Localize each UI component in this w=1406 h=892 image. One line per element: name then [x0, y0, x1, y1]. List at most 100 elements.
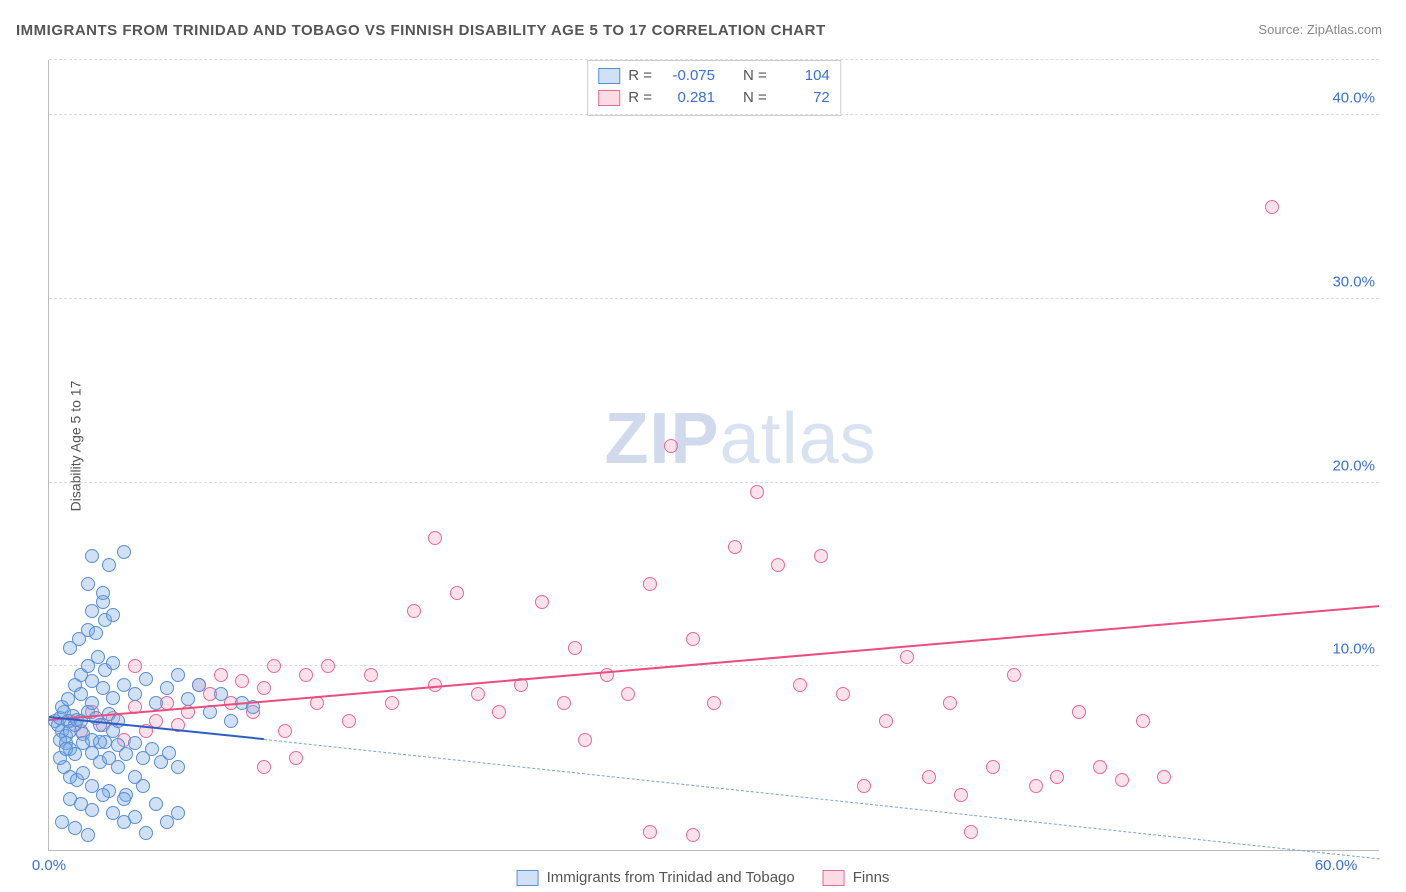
gridline	[49, 59, 1379, 60]
legend-item: Immigrants from Trinidad and Tobago	[517, 869, 795, 886]
data-point-trinidad	[96, 788, 110, 802]
watermark-zip: ZIP	[605, 399, 720, 479]
data-point-finns	[450, 586, 464, 600]
y-tick-label: 10.0%	[1332, 641, 1381, 658]
data-point-trinidad	[128, 687, 142, 701]
data-point-finns	[428, 531, 442, 545]
data-point-finns	[954, 788, 968, 802]
corr-legend-row: R = 0.281 N = 72	[598, 87, 830, 109]
data-point-trinidad	[96, 586, 110, 600]
data-point-trinidad	[171, 760, 185, 774]
legend-label: Finns	[853, 869, 890, 886]
data-point-trinidad	[128, 736, 142, 750]
corr-n-label: N =	[743, 65, 767, 87]
data-point-trinidad	[85, 803, 99, 817]
data-point-finns	[342, 714, 356, 728]
data-point-finns	[321, 659, 335, 673]
data-point-trinidad	[91, 650, 105, 664]
source-label: Source:	[1258, 22, 1303, 37]
plot-area: ZIPatlas R = -0.075 N = 104 R = 0.281 N = 72 10…	[48, 60, 1379, 851]
corr-n-value: 104	[775, 65, 830, 87]
data-point-finns	[686, 828, 700, 842]
corr-r-value: -0.075	[660, 65, 715, 87]
data-point-trinidad	[81, 828, 95, 842]
data-point-trinidad	[85, 549, 99, 563]
gridline	[49, 482, 1379, 483]
legend-label: Immigrants from Trinidad and Tobago	[547, 869, 795, 886]
data-point-trinidad	[145, 742, 159, 756]
data-point-finns	[1136, 714, 1150, 728]
data-point-trinidad	[224, 714, 238, 728]
data-point-finns	[407, 604, 421, 618]
data-point-trinidad	[81, 577, 95, 591]
data-point-finns	[1029, 779, 1043, 793]
data-point-finns	[750, 485, 764, 499]
data-point-trinidad	[111, 714, 125, 728]
data-point-finns	[471, 687, 485, 701]
data-point-trinidad	[106, 691, 120, 705]
gridline	[49, 665, 1379, 666]
y-tick-label: 40.0%	[1332, 90, 1381, 107]
data-point-trinidad	[117, 815, 131, 829]
data-point-finns	[686, 632, 700, 646]
watermark-atlas: atlas	[720, 399, 877, 479]
data-point-trinidad	[214, 687, 228, 701]
data-point-trinidad	[181, 692, 195, 706]
x-tick-label: 60.0%	[1315, 857, 1358, 874]
data-point-trinidad	[160, 681, 174, 695]
legend-swatch-blue	[517, 870, 539, 886]
gridline	[49, 298, 1379, 299]
data-point-finns	[1007, 668, 1021, 682]
data-point-finns	[214, 668, 228, 682]
data-point-trinidad	[102, 558, 116, 572]
data-point-finns	[728, 540, 742, 554]
data-point-finns	[964, 825, 978, 839]
data-point-finns	[664, 439, 678, 453]
data-point-finns	[267, 659, 281, 673]
corr-r-value: 0.281	[660, 87, 715, 109]
data-point-trinidad	[171, 806, 185, 820]
x-tick-label: 0.0%	[32, 857, 66, 874]
data-point-finns	[900, 650, 914, 664]
data-point-trinidad	[117, 792, 131, 806]
data-point-finns	[568, 641, 582, 655]
data-point-finns	[857, 779, 871, 793]
correlation-legend: R = -0.075 N = 104 R = 0.281 N = 72	[587, 60, 841, 116]
corr-r-label: R =	[628, 65, 652, 87]
corr-r-label: R =	[628, 87, 652, 109]
data-point-finns	[771, 558, 785, 572]
data-point-finns	[557, 696, 571, 710]
data-point-finns	[707, 696, 721, 710]
data-point-finns	[879, 714, 893, 728]
data-point-trinidad	[89, 626, 103, 640]
corr-n-value: 72	[775, 87, 830, 109]
gridline	[49, 114, 1379, 115]
legend-swatch-pink	[598, 90, 620, 106]
data-point-finns	[128, 659, 142, 673]
data-point-finns	[922, 770, 936, 784]
data-point-finns	[385, 696, 399, 710]
data-point-trinidad	[117, 545, 131, 559]
data-point-finns	[235, 674, 249, 688]
legend-swatch-pink	[823, 870, 845, 886]
series-legend: Immigrants from Trinidad and Tobago Finns	[517, 869, 890, 886]
data-point-trinidad	[171, 668, 185, 682]
data-point-finns	[643, 577, 657, 591]
data-point-trinidad	[102, 751, 116, 765]
data-point-trinidad	[68, 821, 82, 835]
data-point-finns	[814, 549, 828, 563]
source-attribution: Source: ZipAtlas.com	[1258, 22, 1382, 37]
source-name: ZipAtlas.com	[1307, 22, 1382, 37]
data-point-finns	[578, 733, 592, 747]
corr-n-label: N =	[743, 87, 767, 109]
data-point-trinidad	[149, 696, 163, 710]
data-point-finns	[1072, 705, 1086, 719]
data-point-trinidad	[162, 746, 176, 760]
data-point-finns	[643, 825, 657, 839]
data-point-finns	[492, 705, 506, 719]
data-point-trinidad	[106, 656, 120, 670]
data-point-finns	[299, 668, 313, 682]
legend-item: Finns	[823, 869, 890, 886]
data-point-finns	[364, 668, 378, 682]
data-point-finns	[836, 687, 850, 701]
